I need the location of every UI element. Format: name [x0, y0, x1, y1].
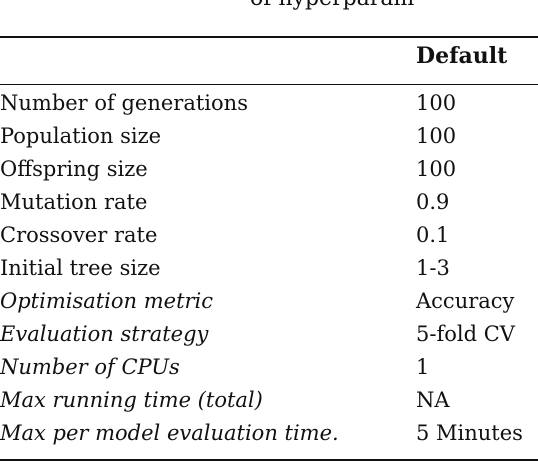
parameter-default: 100: [416, 157, 457, 181]
table-row: Population size 100: [0, 124, 538, 156]
parameter-default: 5 Minutes: [416, 421, 523, 445]
parameter-default: Accuracy: [416, 289, 515, 313]
parameter-default: 100: [416, 91, 457, 115]
parameter-default: 1: [416, 355, 430, 379]
parameter-default: 0.9: [416, 190, 450, 214]
bottom-rule: [0, 459, 538, 461]
parameter-name: Offspring size: [0, 157, 148, 181]
column-header-default: Default: [416, 43, 508, 69]
parameter-default: NA: [416, 388, 450, 412]
table-row: Evaluation strategy 5-fold CV: [0, 322, 538, 354]
parameter-name: Initial tree size: [0, 256, 161, 280]
top-rule: [0, 36, 538, 38]
parameter-name: Number of generations: [0, 91, 248, 115]
parameter-name: Optimisation metric: [0, 289, 214, 313]
table-row: Number of generations 100: [0, 91, 538, 123]
table-row: Mutation rate 0.9: [0, 190, 538, 222]
table-row: Max running time (total) NA: [0, 388, 538, 420]
parameter-default: 100: [416, 124, 457, 148]
table-row: Offspring size 100: [0, 157, 538, 189]
parameter-default: 1-3: [416, 256, 450, 280]
table-caption-fragment: of hyperparam: [250, 0, 414, 11]
parameter-name: Crossover rate: [0, 223, 158, 247]
parameter-name: Population size: [0, 124, 162, 148]
header-rule: [0, 84, 538, 85]
table-row: Crossover rate 0.1: [0, 223, 538, 255]
parameter-name: Number of CPUs: [0, 355, 180, 379]
table-row: Initial tree size 1-3: [0, 256, 538, 288]
parameter-name: Max per model evaluation time.: [0, 421, 339, 445]
parameter-name: Mutation rate: [0, 190, 148, 214]
parameter-name: Evaluation strategy: [0, 322, 209, 346]
parameter-name: Max running time (total): [0, 388, 263, 412]
parameter-default: 5-fold CV: [416, 322, 515, 346]
table-row: Max per model evaluation time. 5 Minutes: [0, 421, 538, 453]
table-row: Optimisation metric Accuracy: [0, 289, 538, 321]
table-row: Number of CPUs 1: [0, 355, 538, 387]
parameter-default: 0.1: [416, 223, 450, 247]
